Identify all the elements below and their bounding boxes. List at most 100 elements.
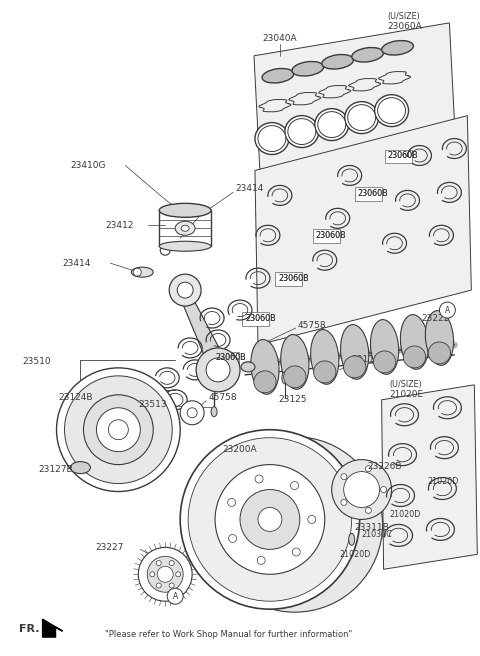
Text: 45758: 45758: [298, 321, 326, 329]
Ellipse shape: [382, 41, 413, 55]
Circle shape: [156, 583, 161, 588]
Circle shape: [96, 408, 140, 451]
Text: FR.: FR.: [19, 624, 39, 634]
Text: 23060B: 23060B: [245, 314, 276, 323]
Text: 21020E: 21020E: [390, 390, 424, 400]
Circle shape: [206, 358, 230, 382]
Text: 23060B: 23060B: [316, 231, 347, 240]
Ellipse shape: [71, 462, 90, 474]
Circle shape: [176, 572, 180, 577]
Ellipse shape: [281, 335, 309, 389]
Circle shape: [292, 548, 300, 556]
Text: 23414: 23414: [62, 258, 91, 268]
Ellipse shape: [374, 94, 408, 127]
Text: 23060B: 23060B: [278, 274, 309, 283]
Ellipse shape: [284, 366, 306, 388]
Polygon shape: [254, 23, 457, 211]
Circle shape: [381, 487, 386, 493]
Circle shape: [187, 408, 197, 418]
Circle shape: [84, 395, 153, 464]
Text: 23060B: 23060B: [215, 354, 246, 362]
Text: 23124B: 23124B: [59, 394, 93, 402]
Ellipse shape: [175, 221, 195, 236]
Ellipse shape: [425, 311, 454, 365]
Text: 21020D: 21020D: [428, 477, 459, 486]
Ellipse shape: [285, 115, 319, 148]
Text: 23060B: 23060B: [358, 189, 388, 198]
Circle shape: [365, 466, 372, 472]
Text: 23060B: 23060B: [387, 151, 418, 160]
FancyBboxPatch shape: [313, 230, 340, 243]
Text: 23412: 23412: [106, 221, 134, 230]
Ellipse shape: [345, 102, 379, 134]
Ellipse shape: [282, 372, 288, 384]
Circle shape: [255, 475, 263, 483]
Text: 23060B: 23060B: [358, 189, 388, 198]
Text: 23410G: 23410G: [71, 161, 106, 170]
Ellipse shape: [159, 241, 211, 251]
Text: 23040A: 23040A: [263, 34, 297, 43]
Text: 23414: 23414: [235, 184, 264, 193]
Text: 45758: 45758: [208, 394, 237, 402]
Ellipse shape: [315, 109, 348, 140]
FancyBboxPatch shape: [242, 312, 269, 326]
Circle shape: [240, 489, 300, 549]
Ellipse shape: [251, 340, 279, 394]
Ellipse shape: [254, 371, 276, 393]
Ellipse shape: [241, 362, 255, 372]
Circle shape: [215, 464, 325, 574]
Circle shape: [228, 499, 236, 506]
Circle shape: [196, 348, 240, 392]
Circle shape: [332, 460, 392, 520]
Ellipse shape: [371, 319, 399, 375]
Text: 23060A: 23060A: [387, 22, 422, 31]
Text: 23060B: 23060B: [387, 151, 418, 160]
Text: 23110: 23110: [352, 356, 380, 364]
Ellipse shape: [255, 123, 289, 155]
Ellipse shape: [403, 346, 426, 368]
Circle shape: [160, 245, 170, 255]
Ellipse shape: [378, 98, 406, 123]
Text: (U/SIZE): (U/SIZE): [387, 12, 420, 22]
Ellipse shape: [313, 361, 336, 383]
Circle shape: [108, 420, 128, 440]
FancyBboxPatch shape: [212, 352, 239, 366]
Text: 23127B: 23127B: [38, 465, 73, 474]
Circle shape: [57, 368, 180, 491]
Polygon shape: [255, 115, 471, 345]
Ellipse shape: [292, 62, 324, 76]
Circle shape: [290, 482, 299, 489]
Ellipse shape: [318, 112, 346, 138]
Circle shape: [257, 556, 265, 564]
Text: 23227: 23227: [96, 543, 124, 552]
Text: (U/SIZE): (U/SIZE): [390, 380, 422, 389]
Circle shape: [169, 561, 174, 565]
Text: 23060B: 23060B: [316, 231, 347, 240]
Ellipse shape: [322, 54, 354, 69]
Circle shape: [341, 474, 347, 480]
Text: 21030C: 21030C: [361, 530, 392, 539]
Ellipse shape: [258, 125, 286, 152]
Circle shape: [156, 561, 161, 565]
Text: 23513: 23513: [138, 400, 167, 409]
Ellipse shape: [340, 325, 369, 379]
Text: "Please refer to Work Shop Manual for further information": "Please refer to Work Shop Manual for fu…: [106, 630, 353, 638]
Ellipse shape: [211, 407, 217, 417]
Ellipse shape: [159, 203, 211, 217]
Circle shape: [177, 282, 193, 298]
Circle shape: [188, 438, 352, 601]
Ellipse shape: [132, 267, 153, 277]
Circle shape: [365, 507, 372, 514]
FancyBboxPatch shape: [355, 188, 382, 201]
Circle shape: [308, 516, 316, 523]
Ellipse shape: [373, 351, 396, 373]
Text: 21020D: 21020D: [340, 550, 371, 559]
Text: 23510: 23510: [23, 358, 51, 367]
Text: 23311B: 23311B: [355, 523, 389, 532]
Polygon shape: [43, 619, 62, 637]
Polygon shape: [382, 385, 477, 569]
Circle shape: [341, 499, 347, 505]
Text: A: A: [445, 306, 450, 315]
Ellipse shape: [348, 105, 376, 131]
Circle shape: [180, 401, 204, 424]
